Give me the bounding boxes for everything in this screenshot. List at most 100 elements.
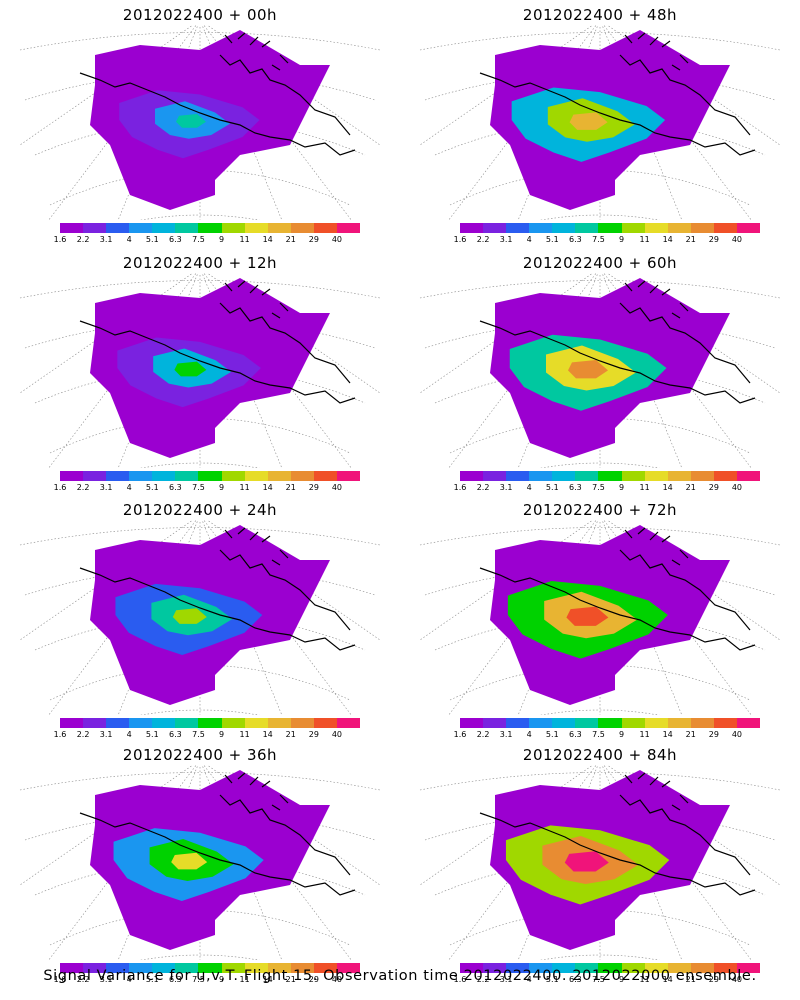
colorbar-tick-label: 4 [526, 975, 532, 984]
colorbar-tick-label: 9 [218, 975, 225, 984]
panel-title: 2012022400 + 72h [522, 501, 678, 519]
colorbar-swatch [621, 963, 645, 973]
colorbar-swatch [621, 718, 645, 728]
colorbar-tick-label: 40 [731, 975, 743, 984]
colorbar-tick-label: 9 [218, 235, 225, 244]
colorbar-swatch [60, 223, 84, 233]
colorbar-tick-label: 40 [331, 975, 343, 984]
colorbar-swatch [644, 223, 668, 233]
colorbar-tick-label: 40 [731, 730, 743, 739]
colorbar-tick-label: 5.1 [545, 483, 559, 492]
colorbar-tick-label: 1.6 [53, 730, 67, 739]
colorbar-swatch [667, 963, 691, 973]
colorbar-tick-label: 9 [618, 483, 625, 492]
colorbar-swatch [152, 963, 176, 973]
colorbar-tick-label: 14 [662, 235, 673, 244]
variance-contour [569, 112, 608, 130]
colorbar-swatch [529, 471, 553, 481]
colorbar-tick-label: 2.2 [76, 235, 90, 244]
colorbar-tick-label: 21 [285, 730, 296, 739]
colorbar-swatch [713, 223, 737, 233]
colorbar-tick-label: 21 [285, 235, 296, 244]
colorbar-swatch [644, 963, 668, 973]
colorbar-tick-label: 2.2 [476, 235, 490, 244]
map-plot [19, 273, 381, 468]
colorbar-tick-label: 14 [662, 483, 673, 492]
colorbar-swatch [290, 223, 314, 233]
colorbar-labels: 1.6 2.2 3.1 4 5.1 6.3 7.5 9 11 14 21 29 40 [454, 730, 760, 740]
map-plot [19, 520, 381, 715]
colorbar-swatch [60, 471, 84, 481]
colorbar-tick-label: 11 [639, 975, 650, 984]
colorbar-tick-label: 21 [285, 975, 296, 984]
colorbar-swatch [598, 963, 622, 973]
colorbar [460, 718, 761, 728]
colorbar-swatch [552, 223, 576, 233]
colorbar [460, 963, 761, 973]
colorbar-swatch [313, 718, 337, 728]
colorbar-swatch [460, 471, 484, 481]
map-panel: 2012022400 + 72h 1.6 2.2 3.1 4 5.1 6.3 7.5 9 11 14… [400, 495, 800, 740]
coastline [479, 772, 756, 896]
colorbar-tick-label: 6.3 [169, 235, 182, 244]
colorbar-tick-label: 40 [331, 483, 343, 492]
colorbar-swatch [267, 223, 291, 233]
colorbar-swatch [713, 963, 737, 973]
figure-caption: Signal Variance for u,v,T. Flight 15. Ob… [43, 968, 757, 984]
colorbar-tick-label: 14 [262, 483, 273, 492]
colorbar-tick-label: 6.3 [169, 730, 182, 739]
coastline [479, 527, 756, 651]
colorbar-tick-label: 40 [731, 483, 743, 492]
map-panel: 2012022400 + 60h 1.6 2.2 3.1 4 5.1 6.3 7.5 9 11 14… [400, 248, 800, 493]
colorbar-swatch [152, 718, 176, 728]
colorbar-tick-label: 11 [639, 235, 650, 244]
colorbar-tick-label: 6.3 [569, 235, 582, 244]
colorbar-labels: 1.6 2.2 3.1 4 5.1 6.3 7.5 9 11 14 21 29 40 [454, 483, 760, 493]
colorbar-swatch [129, 718, 153, 728]
colorbar [60, 471, 361, 481]
colorbar-swatch [460, 963, 484, 973]
panel-title: 2012022400 + 00h [122, 6, 278, 24]
map-plot [19, 765, 381, 960]
colorbar-tick-label: 2.2 [476, 730, 490, 739]
colorbar-swatch [313, 223, 337, 233]
colorbar-tick-label: 6.3 [569, 975, 582, 984]
colorbar-tick-label: 1.6 [453, 483, 467, 492]
colorbar-tick-label: 29 [308, 730, 319, 739]
colorbar-swatch [313, 963, 337, 973]
colorbar-swatch [552, 471, 576, 481]
colorbar-swatch [198, 223, 222, 233]
colorbar-tick-label: 11 [239, 975, 250, 984]
colorbar-tick-label: 1.6 [53, 483, 67, 492]
colorbar-labels: 1.6 2.2 3.1 4 5.1 6.3 7.5 9 11 14 21 29 40 [454, 235, 760, 245]
colorbar-tick-label: 6.3 [169, 483, 182, 492]
colorbar-tick-label: 7.5 [192, 235, 205, 244]
colorbar-tick-label: 14 [262, 975, 273, 984]
variance-contour [176, 114, 206, 128]
colorbar [60, 963, 361, 973]
colorbar-swatch [506, 963, 530, 973]
colorbar-swatch [244, 963, 268, 973]
colorbar-tick-label: 29 [708, 235, 719, 244]
colorbar-labels: 1.6 2.2 3.1 4 5.1 6.3 7.5 9 11 14 21 29 40 [54, 730, 360, 740]
variance-contour [564, 851, 609, 872]
colorbar-swatch [290, 718, 314, 728]
map-panel: 2012022400 + 24h 1.6 2.2 3.1 4 5.1 6.3 7.5 9 11 14… [0, 495, 400, 740]
colorbar-swatch [575, 223, 599, 233]
map-panel: 2012022400 + 84h 1.6 2.2 3.1 4 5.1 6.3 7.5 9 11 14… [400, 740, 800, 985]
colorbar-tick-label: 7.5 [192, 483, 205, 492]
colorbar-swatch [713, 471, 737, 481]
colorbar-tick-label: 11 [239, 483, 250, 492]
colorbar-swatch [175, 963, 199, 973]
colorbar-tick-label: 11 [239, 235, 250, 244]
panel-title: 2012022400 + 12h [122, 254, 278, 272]
colorbar-labels: 1.6 2.2 3.1 4 5.1 6.3 7.5 9 11 14 21 29 40 [54, 235, 360, 245]
colorbar-swatch [621, 223, 645, 233]
colorbar-swatch [690, 223, 714, 233]
panel-title: 2012022400 + 48h [522, 6, 678, 24]
colorbar-tick-label: 14 [662, 730, 673, 739]
colorbar-tick-label: 6.3 [569, 483, 582, 492]
colorbar-tick-label: 1.6 [453, 730, 467, 739]
colorbar-tick-label: 2.2 [476, 975, 490, 984]
coastline [79, 772, 356, 896]
